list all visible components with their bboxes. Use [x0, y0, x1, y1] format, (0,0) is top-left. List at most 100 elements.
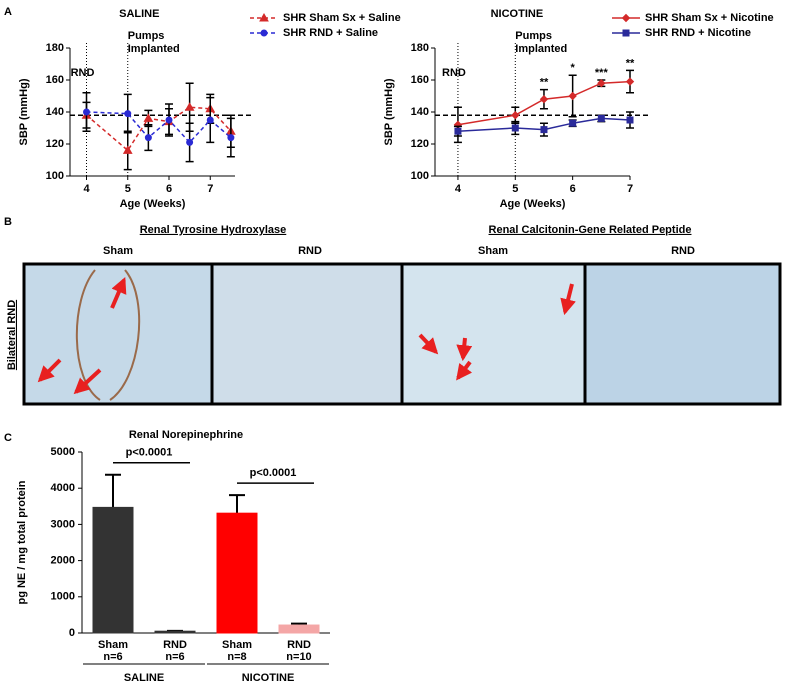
micrograph	[22, 262, 214, 406]
x-tick-label: 7	[627, 183, 633, 195]
marker	[259, 12, 269, 22]
y-axis-label: pg NE / mg total protein	[16, 480, 28, 604]
group-label: NICOTINE	[242, 672, 295, 684]
row-label: Bilateral RND	[6, 300, 18, 370]
panel-label: A	[4, 6, 12, 18]
comparison-label: p<0.0001	[250, 467, 297, 479]
marker	[626, 116, 634, 124]
legend-label: SHR Sham Sx + Saline	[283, 12, 401, 24]
micrograph	[583, 262, 782, 406]
chart-title: NICOTINE	[491, 8, 544, 20]
y-tick-label: 160	[46, 74, 64, 86]
event-label: Implanted	[515, 43, 567, 55]
panel-label: C	[4, 432, 12, 444]
significance: **	[626, 57, 635, 69]
marker	[568, 91, 577, 101]
x-tick-label: RND	[163, 639, 187, 651]
x-tick-label: 7	[207, 183, 213, 195]
y-tick-label: 140	[46, 106, 64, 118]
marker	[144, 134, 152, 142]
y-tick-label: 0	[69, 627, 75, 639]
significance: **	[540, 77, 549, 89]
y-tick-label: 120	[46, 138, 64, 150]
marker	[143, 113, 154, 122]
series-line	[86, 111, 232, 144]
event-label: Pumps	[128, 30, 165, 42]
marker	[540, 126, 548, 134]
column-label: RND	[298, 245, 322, 257]
event-label: Pumps	[515, 30, 552, 42]
marker	[122, 145, 133, 154]
y-tick-label: 100	[411, 170, 429, 182]
y-axis-label: SBP (mmHg)	[18, 78, 30, 145]
marker	[622, 29, 630, 37]
y-tick-label: 160	[411, 74, 429, 86]
y-tick-label: 140	[411, 106, 429, 118]
y-tick-label: 1000	[51, 591, 75, 603]
x-tick-label: Sham	[222, 639, 252, 651]
marker	[597, 78, 606, 88]
bar	[278, 624, 320, 634]
marker	[625, 77, 635, 86]
bar	[154, 630, 196, 634]
marker	[186, 138, 194, 146]
legend-label: SHR RND + Nicotine	[645, 27, 751, 39]
marker	[597, 114, 605, 122]
x-tick-label: 4	[83, 183, 90, 195]
marker	[511, 124, 519, 132]
x-axis-label: Age (Weeks)	[500, 198, 566, 210]
bar	[92, 506, 134, 634]
histology-title: Renal Calcitonin-Gene Related Peptide	[489, 224, 692, 236]
series-line	[457, 80, 631, 126]
legend-label: SHR Sham Sx + Nicotine	[645, 12, 774, 24]
y-tick-label: 120	[411, 138, 429, 150]
marker	[621, 13, 631, 23]
arrows	[37, 277, 576, 395]
marker	[569, 119, 577, 127]
micrograph	[400, 262, 587, 406]
x-tick-label: 5	[125, 183, 131, 195]
y-tick-label: 3000	[51, 518, 75, 530]
event-label: RND	[442, 67, 466, 79]
micrograph	[210, 262, 407, 406]
x-tick-label: RND	[287, 639, 311, 651]
y-tick-label: 180	[46, 42, 64, 54]
column-label: Sham	[478, 245, 508, 257]
error-bar	[105, 473, 121, 508]
event-label: Implanted	[128, 43, 180, 55]
comparison-label: p<0.0001	[126, 447, 173, 459]
marker	[184, 102, 195, 111]
x-axis-label: Age (Weeks)	[120, 198, 186, 210]
x-tick-label: 4	[455, 183, 462, 195]
chart-title: SALINE	[119, 8, 159, 20]
bar	[216, 512, 258, 634]
histology-title: Renal Tyrosine Hydroxylase	[140, 224, 287, 236]
y-tick-label: 2000	[51, 555, 75, 567]
x-tick-label: 6	[166, 183, 172, 195]
error-bar	[229, 494, 245, 514]
sample-size: n=10	[286, 651, 311, 663]
sample-size: n=6	[103, 651, 122, 663]
marker	[539, 94, 549, 104]
event-label: RND	[71, 67, 95, 79]
marker	[454, 127, 462, 135]
marker	[511, 110, 520, 120]
marker	[227, 134, 235, 142]
y-tick-label: 4000	[51, 482, 75, 494]
x-tick-label: Sham	[98, 639, 128, 651]
panel-label: B	[4, 216, 12, 228]
legend-label: SHR RND + Saline	[283, 27, 378, 39]
y-tick-label: 100	[46, 170, 64, 182]
sample-size: n=8	[227, 651, 246, 663]
marker	[124, 110, 132, 118]
marker	[165, 116, 173, 124]
marker	[83, 108, 90, 116]
y-tick-label: 180	[411, 42, 429, 54]
sample-size: n=6	[165, 651, 184, 663]
column-label: RND	[671, 245, 695, 257]
y-tick-label: 5000	[51, 446, 75, 458]
histology-panel: Renal Tyrosine Hydroxylase Renal Calcito…	[6, 224, 782, 406]
vessel	[75, 269, 141, 401]
marker	[206, 116, 214, 124]
